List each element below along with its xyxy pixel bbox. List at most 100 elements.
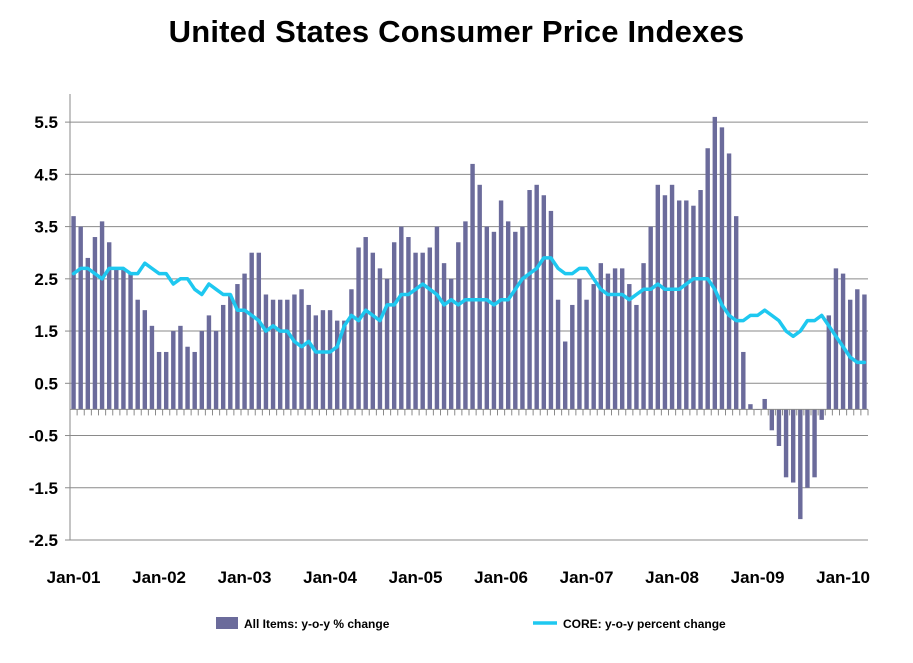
bar — [577, 278, 582, 410]
x-tick-label: Jan-08 — [645, 568, 699, 587]
bar — [505, 221, 511, 410]
bar — [562, 341, 568, 410]
bar — [178, 325, 183, 410]
bar — [121, 268, 126, 410]
bar — [185, 346, 190, 410]
bar — [548, 210, 554, 410]
bar — [106, 242, 112, 410]
bar — [213, 331, 219, 410]
bar — [384, 278, 390, 410]
bar — [534, 184, 539, 410]
bar — [285, 299, 290, 410]
bar — [413, 252, 418, 410]
bar — [520, 226, 525, 410]
bar — [292, 294, 297, 410]
bar — [142, 310, 148, 410]
bar — [477, 184, 482, 410]
bar — [634, 304, 639, 410]
bar — [676, 200, 682, 410]
bar — [669, 184, 675, 410]
bar — [463, 221, 468, 410]
bar — [377, 268, 383, 410]
x-axis-ticks: Jan-01 Jan-02 Jan-03 Jan-04 Jan-05 Jan-06 Jan-… — [47, 568, 870, 587]
bar — [840, 273, 846, 410]
bar — [819, 409, 824, 420]
legend: All Items: y-o-y % change CORE: y-o-y per… — [216, 617, 726, 631]
bar — [498, 200, 504, 410]
bar — [163, 351, 169, 410]
axes — [69, 94, 869, 540]
bar — [513, 231, 518, 410]
bar — [484, 226, 490, 410]
bar — [812, 409, 817, 478]
y-tick-label: 5.5 — [34, 113, 58, 132]
bar — [399, 226, 404, 410]
bar — [192, 351, 197, 410]
bar — [356, 247, 361, 410]
bar — [741, 351, 746, 410]
bar — [270, 299, 276, 410]
x-tick-label: Jan-09 — [731, 568, 785, 587]
bar — [641, 263, 646, 410]
bar — [726, 153, 732, 410]
bar — [748, 404, 753, 410]
legend-label-bars: All Items: y-o-y % change — [244, 617, 390, 631]
bar — [783, 409, 789, 478]
bar — [627, 284, 632, 410]
bar — [719, 127, 725, 410]
bar — [92, 237, 98, 410]
bar — [370, 252, 376, 410]
bar — [199, 331, 205, 410]
bar — [427, 247, 433, 410]
x-tick-label: Jan-02 — [132, 568, 186, 587]
bar — [470, 163, 475, 410]
bar — [85, 257, 91, 410]
bar — [862, 294, 867, 410]
bar — [655, 184, 661, 410]
x-tick-label: Jan-10 — [816, 568, 870, 587]
bar — [320, 310, 326, 410]
bar — [698, 190, 703, 410]
bar — [220, 304, 226, 410]
line-series — [71, 256, 867, 365]
bar — [691, 205, 696, 410]
bar — [798, 409, 803, 520]
x-tick-label: Jan-01 — [47, 568, 101, 587]
y-tick-label: -2.5 — [29, 531, 58, 550]
bar — [733, 216, 739, 410]
bar — [570, 304, 575, 410]
bar — [612, 268, 618, 410]
y-tick-label: 0.5 — [34, 374, 58, 393]
bar — [662, 195, 668, 410]
bar — [598, 263, 604, 410]
bar — [235, 284, 240, 410]
legend-swatch-bars — [216, 617, 238, 629]
bar — [684, 200, 689, 410]
bar — [541, 195, 547, 410]
bar — [114, 268, 119, 410]
bar — [242, 273, 247, 410]
y-tick-label: 4.5 — [34, 165, 58, 184]
bar — [776, 409, 782, 446]
y-tick-label: 1.5 — [34, 322, 58, 341]
y-tick-label: 2.5 — [34, 270, 58, 289]
bar — [605, 273, 611, 410]
bar — [826, 315, 832, 410]
y-axis-ticks: 5.5 4.5 3.5 2.5 1.5 0.5 -0.5 -1.5 -2.5 — [29, 113, 58, 550]
bar — [420, 252, 425, 410]
bar — [448, 278, 454, 410]
legend-label-line: CORE: y-o-y percent change — [563, 617, 726, 631]
bar — [149, 325, 155, 410]
bar — [434, 226, 440, 410]
y-tick-label: -0.5 — [29, 427, 58, 446]
bar — [527, 190, 532, 410]
bar — [349, 289, 354, 410]
bar — [441, 263, 447, 410]
bar — [99, 221, 105, 410]
bar — [790, 409, 796, 483]
bar — [327, 310, 333, 410]
x-tick-label: Jan-04 — [303, 568, 357, 587]
core-line — [71, 256, 867, 365]
bar — [762, 398, 767, 410]
